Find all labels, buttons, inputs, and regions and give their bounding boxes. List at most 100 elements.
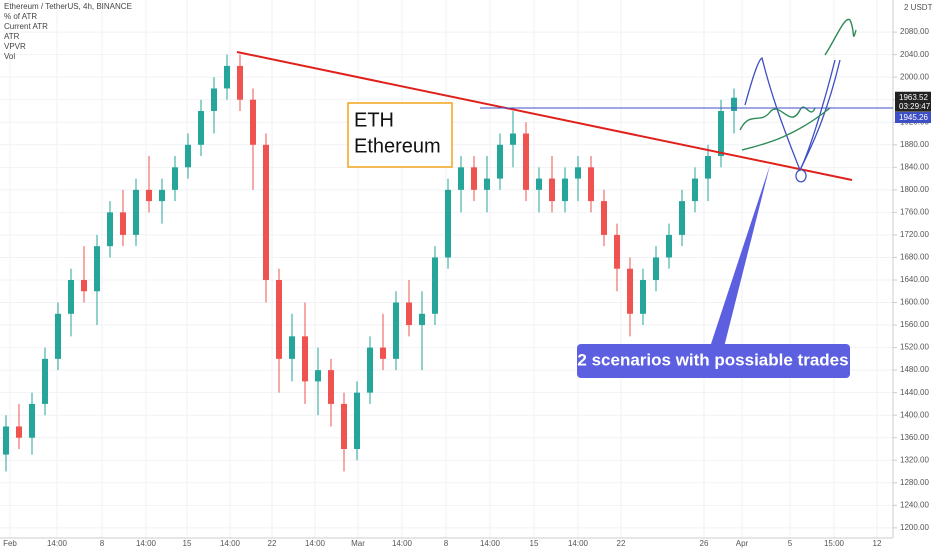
y-tick-label: 1760.00 <box>900 207 929 216</box>
y-tick-label: 1560.00 <box>900 320 929 329</box>
legend-entry: % of ATR <box>4 12 37 21</box>
candle-body <box>42 358 48 404</box>
candle-body <box>731 97 737 111</box>
candle-body <box>575 167 581 179</box>
candle-body <box>172 167 178 190</box>
y-tick-label: 1320.00 <box>900 455 929 464</box>
candle-body <box>705 156 711 179</box>
candle-body <box>55 313 61 359</box>
candle-body <box>588 167 594 202</box>
candle-body <box>718 110 724 157</box>
x-tick-label: 22 <box>617 539 626 548</box>
candle-body <box>81 279 87 292</box>
subtitle-text: Ethereum <box>354 135 441 157</box>
y-tick-label: 2000.00 <box>900 72 929 81</box>
legend-entry: Ethereum / TetherUS, 4h, BINANCE <box>4 2 132 11</box>
x-tick-label: 14:00 <box>136 539 157 548</box>
candle-body <box>341 403 347 449</box>
y-tick-label: 1720.00 <box>900 230 929 239</box>
callout-box <box>577 344 850 378</box>
candle-body <box>107 212 113 247</box>
x-tick-label: 14:00 <box>568 539 589 548</box>
candle-body <box>367 347 373 393</box>
candle-body <box>445 189 451 258</box>
y-tick-label: 1440.00 <box>900 388 929 397</box>
candle-body <box>159 189 165 202</box>
x-tick-label: 14:00 <box>480 539 501 548</box>
candle-body <box>94 246 100 292</box>
x-tick-label: 15 <box>530 539 539 548</box>
candle-body <box>198 110 204 145</box>
x-tick-label: 26 <box>700 539 709 548</box>
axis-unit: 2 USDT <box>904 3 932 12</box>
candle-body <box>29 403 35 438</box>
candle-body <box>549 178 555 202</box>
trend-line <box>236 51 853 181</box>
y-tick-label: 1280.00 <box>900 478 929 487</box>
y-tick-label: 1800.00 <box>900 185 929 194</box>
line-price-label: 1945.26 <box>899 113 928 122</box>
candle-body <box>653 257 659 280</box>
scenario-green <box>739 18 857 151</box>
candle-body <box>406 302 412 326</box>
y-tick-label: 1360.00 <box>900 433 929 442</box>
y-tick-label: 1200.00 <box>900 523 929 532</box>
candle-body <box>276 279 282 359</box>
candle-body <box>146 189 152 202</box>
x-tick-label: Mar <box>351 539 365 548</box>
candle-body <box>497 144 503 179</box>
y-tick-label: 1480.00 <box>900 365 929 374</box>
x-tick-label: 12 <box>873 539 882 548</box>
x-tick-label: 14:00 <box>220 539 241 548</box>
y-tick-label: 1680.00 <box>900 253 929 262</box>
x-tick-label: 14:00 <box>392 539 413 548</box>
last-price-label: 1963.52 <box>899 93 928 102</box>
y-tick-label: 1240.00 <box>900 500 929 509</box>
x-tick-label: Feb <box>3 539 17 548</box>
candle-body <box>692 178 698 202</box>
candle-body <box>328 370 334 404</box>
y-tick-label: 1880.00 <box>900 140 929 149</box>
countdown-label: 03:29:47 <box>899 102 931 111</box>
candle-body <box>614 234 620 269</box>
y-tick-label: 2080.00 <box>900 27 929 36</box>
legend-entry: ATR <box>4 32 20 41</box>
candle-body <box>510 133 516 145</box>
x-tick-label: 14:00 <box>47 539 68 548</box>
candle-body <box>562 178 568 202</box>
candle-body <box>289 336 295 359</box>
candle-body <box>68 279 74 314</box>
legend-entry: Current ATR <box>4 22 48 31</box>
candle-body <box>120 212 126 235</box>
y-tick-label: 1520.00 <box>900 343 929 352</box>
x-tick-label: 22 <box>268 539 277 548</box>
y-tick-label: 2040.00 <box>900 50 929 59</box>
x-tick-label: 8 <box>444 539 449 548</box>
candle-body <box>250 99 256 145</box>
x-tick-label: 15:00 <box>824 539 845 548</box>
line-price-box <box>895 112 931 124</box>
y-tick-label: 1600.00 <box>900 298 929 307</box>
candle-body <box>393 302 399 359</box>
candle-body <box>211 88 217 111</box>
x-tick-label: 8 <box>100 539 105 548</box>
candle-body <box>315 370 321 382</box>
x-tick-label: 14:00 <box>305 539 326 548</box>
candle-body <box>666 234 672 258</box>
candle-body <box>432 257 438 314</box>
candles <box>3 54 737 472</box>
scenario-blue-arrow <box>799 59 841 171</box>
y-tick-label: 1640.00 <box>900 275 929 284</box>
candle-body <box>3 426 9 455</box>
candle-body <box>471 167 477 190</box>
candle-body <box>302 336 308 382</box>
x-tick-label: 15 <box>183 539 192 548</box>
candle-body <box>263 144 269 280</box>
x-tick-label: 5 <box>788 539 793 548</box>
candle-body <box>185 144 191 168</box>
candle-body <box>640 279 646 314</box>
candle-body <box>16 426 22 438</box>
